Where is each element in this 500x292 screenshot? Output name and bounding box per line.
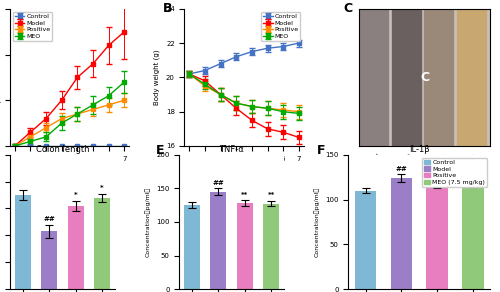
Text: C: C xyxy=(420,71,429,84)
Text: **: ** xyxy=(434,173,440,179)
Y-axis label: Concentration（pg/ml）: Concentration（pg/ml） xyxy=(314,187,320,257)
Text: MEO: MEO xyxy=(466,153,477,164)
X-axis label: t/d: t/d xyxy=(64,167,76,176)
Text: **: ** xyxy=(469,172,476,178)
Text: **: ** xyxy=(242,192,248,198)
Bar xyxy=(41,231,57,289)
Title: IL-1β: IL-1β xyxy=(409,145,430,154)
Bar xyxy=(237,203,253,289)
Text: *: * xyxy=(74,192,78,199)
Bar xyxy=(94,198,110,289)
Bar xyxy=(359,9,388,146)
Bar xyxy=(68,206,84,289)
Text: F: F xyxy=(318,144,326,157)
Title: Colon length: Colon length xyxy=(36,145,89,154)
Text: Control: Control xyxy=(366,153,382,169)
Bar xyxy=(184,205,200,289)
Bar xyxy=(355,191,376,289)
Text: E: E xyxy=(156,144,164,157)
X-axis label: t/d: t/d xyxy=(238,167,250,176)
Text: ##: ## xyxy=(396,166,407,172)
Bar xyxy=(390,178,412,289)
Bar xyxy=(210,192,226,289)
Y-axis label: Concentration（pg/ml）: Concentration（pg/ml） xyxy=(145,187,150,257)
Legend: Control, Model, Positive, MEO (7.5 mg/kg): Control, Model, Positive, MEO (7.5 mg/kg… xyxy=(422,158,487,187)
Bar xyxy=(462,183,483,289)
Bar xyxy=(457,9,486,146)
Bar xyxy=(15,195,30,289)
Y-axis label: Body weight (g): Body weight (g) xyxy=(154,50,160,105)
Bar xyxy=(426,185,448,289)
Text: B: B xyxy=(163,2,172,15)
Bar xyxy=(264,204,280,289)
Title: TNF-α: TNF-α xyxy=(220,145,244,154)
Text: Positive: Positive xyxy=(430,153,448,170)
Text: ##: ## xyxy=(212,180,224,186)
Text: *: * xyxy=(100,185,104,191)
Legend: Control, Model, Positive, MEO: Control, Model, Positive, MEO xyxy=(13,12,52,41)
Bar xyxy=(424,9,454,146)
Legend: Control, Model, Positive, MEO: Control, Model, Positive, MEO xyxy=(262,12,300,41)
Text: Model: Model xyxy=(399,153,413,167)
Text: ##: ## xyxy=(44,216,55,222)
Text: **: ** xyxy=(268,192,275,199)
Text: C: C xyxy=(344,2,352,15)
Bar xyxy=(392,9,420,146)
